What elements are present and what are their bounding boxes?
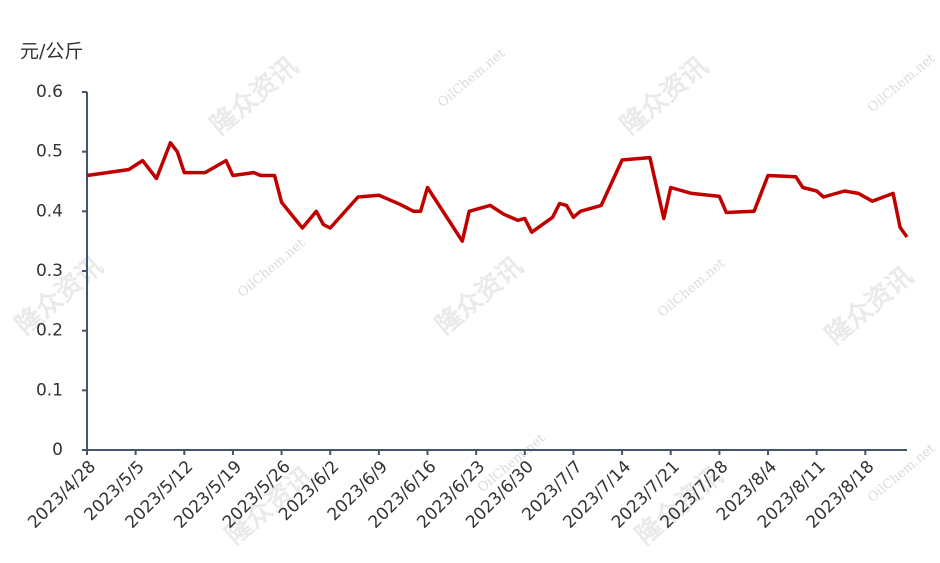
watermark: 隆众资讯	[430, 251, 529, 341]
watermark: 隆众资讯	[205, 51, 304, 141]
x-tick-label: 2023/4/28	[24, 457, 100, 533]
y-tick-label: 0.6	[36, 82, 63, 102]
y-tick-label: 0.1	[36, 380, 63, 400]
y-tick-label: 0.3	[36, 261, 63, 281]
y-axis-label: 元/公斤	[20, 41, 83, 63]
y-tick-label: 0.4	[36, 201, 63, 221]
y-tick-label: 0.2	[36, 321, 63, 341]
watermark: OilChem.net	[865, 51, 939, 116]
y-tick-label: 0	[52, 440, 63, 460]
watermark: OilChem.net	[235, 236, 309, 301]
watermark: OilChem.net	[655, 256, 729, 321]
watermark: 隆众资讯	[615, 51, 714, 141]
watermark: OilChem.net	[435, 46, 509, 111]
watermark: 隆众资讯	[820, 261, 919, 351]
y-tick-label: 0.5	[36, 142, 63, 162]
data-line	[86, 140, 909, 243]
